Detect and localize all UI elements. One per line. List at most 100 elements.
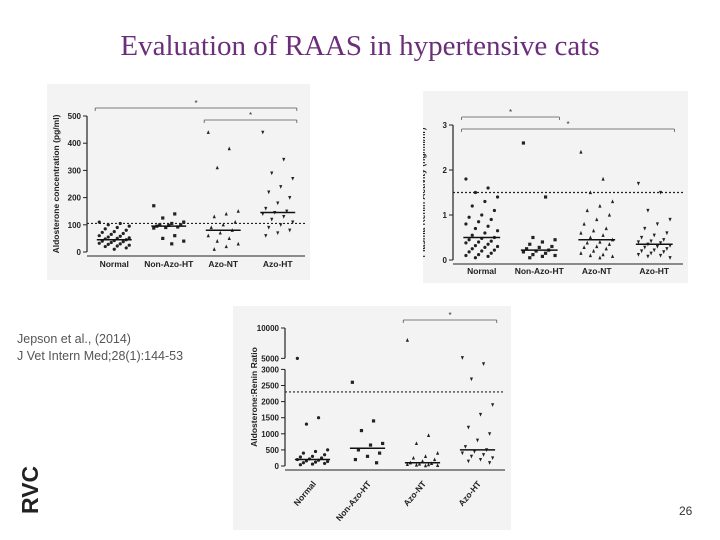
- data-point: [607, 212, 611, 217]
- data-point: [212, 214, 216, 219]
- data-point: [368, 443, 373, 447]
- data-point: [540, 240, 545, 244]
- data-point: [227, 236, 231, 240]
- data-point: [652, 248, 656, 253]
- data-point: [405, 462, 409, 466]
- data-point: [426, 462, 431, 467]
- data-point: [486, 224, 490, 228]
- data-point: [323, 461, 327, 466]
- data-point: [374, 461, 379, 465]
- data-point: [170, 221, 174, 226]
- data-point: [279, 223, 283, 227]
- citation-authors: Jepson et al., (2014): [17, 332, 131, 346]
- data-point: [475, 438, 480, 443]
- data-point: [646, 208, 650, 213]
- data-point: [319, 456, 324, 460]
- data-point: [483, 199, 487, 204]
- y-tick-label: 0: [443, 256, 448, 265]
- data-point: [607, 242, 611, 246]
- data-point: [167, 223, 171, 227]
- data-point: [152, 204, 156, 208]
- data-point: [534, 249, 538, 253]
- data-point: [658, 190, 663, 195]
- data-point: [464, 177, 468, 181]
- data-point: [109, 240, 113, 245]
- data-point: [326, 459, 330, 464]
- data-point: [588, 190, 593, 195]
- data-point: [598, 239, 602, 244]
- data-point: [97, 241, 101, 245]
- data-point: [537, 245, 541, 249]
- data-point: [582, 221, 586, 226]
- data-point: [371, 419, 376, 423]
- data-point: [270, 171, 274, 176]
- data-point: [124, 228, 128, 232]
- data-point: [215, 239, 219, 243]
- data-point: [233, 219, 237, 224]
- data-point: [436, 451, 440, 455]
- renin-chart: 0 1 2 3 Plasma Renin Activity (ng/ml/hr) Norm…: [417, 108, 683, 276]
- data-point: [521, 250, 526, 254]
- y-tick-label: 5000: [261, 354, 279, 363]
- y-tick-label: 500: [266, 446, 280, 455]
- data-point: [381, 441, 385, 446]
- x-tick-label: Normal: [467, 266, 496, 276]
- data-point: [282, 215, 286, 219]
- x-tick-label: Azo-NT: [208, 259, 239, 269]
- significance-label: *: [566, 120, 569, 129]
- data-point: [310, 462, 315, 466]
- y-tick-label: 0: [77, 248, 82, 257]
- data-point: [473, 226, 478, 231]
- data-point: [279, 185, 283, 189]
- data-point: [423, 463, 428, 468]
- data-point: [173, 212, 177, 216]
- data-point: [467, 215, 471, 219]
- data-point: [152, 226, 156, 230]
- data-point: [164, 225, 168, 230]
- data-point: [473, 256, 478, 260]
- data-point: [182, 220, 186, 224]
- data-point: [282, 157, 286, 162]
- data-point: [118, 234, 122, 238]
- data-point: [553, 238, 557, 242]
- y-tick-label: 100: [68, 221, 82, 230]
- data-point: [658, 241, 663, 245]
- data-point: [478, 457, 483, 462]
- data-point: [112, 230, 116, 234]
- data-point: [460, 356, 464, 360]
- data-point: [486, 254, 490, 258]
- data-point: [291, 220, 295, 225]
- data-point: [550, 244, 554, 249]
- data-point: [668, 256, 672, 260]
- data-point: [476, 253, 481, 257]
- data-point: [288, 196, 292, 200]
- data-point: [464, 222, 468, 226]
- x-tick-label: Azo-HT: [263, 259, 294, 269]
- x-tick-label: Azo-NT: [401, 478, 428, 508]
- data-point: [528, 256, 532, 260]
- data-point: [414, 441, 419, 446]
- data-point: [353, 457, 357, 462]
- data-point: [579, 230, 583, 235]
- data-point: [291, 176, 295, 181]
- data-point: [304, 422, 309, 426]
- data-point: [176, 225, 180, 229]
- data-point: [665, 247, 669, 251]
- data-point: [359, 428, 364, 433]
- data-point: [433, 457, 437, 462]
- data-point: [182, 239, 186, 243]
- x-tick-label: Non-Azo-HT: [515, 266, 565, 276]
- data-point: [481, 362, 486, 366]
- x-tick-label: Normal: [292, 479, 318, 508]
- data-point: [127, 224, 131, 228]
- data-point: [118, 242, 122, 246]
- data-point: [604, 226, 608, 231]
- data-point: [643, 226, 647, 231]
- data-point: [478, 412, 483, 417]
- data-point: [495, 244, 500, 249]
- data-point: [470, 233, 474, 237]
- x-tick-label: Azo-HT: [639, 266, 670, 276]
- data-point: [601, 233, 605, 237]
- data-point: [473, 244, 478, 248]
- data-point: [100, 230, 104, 235]
